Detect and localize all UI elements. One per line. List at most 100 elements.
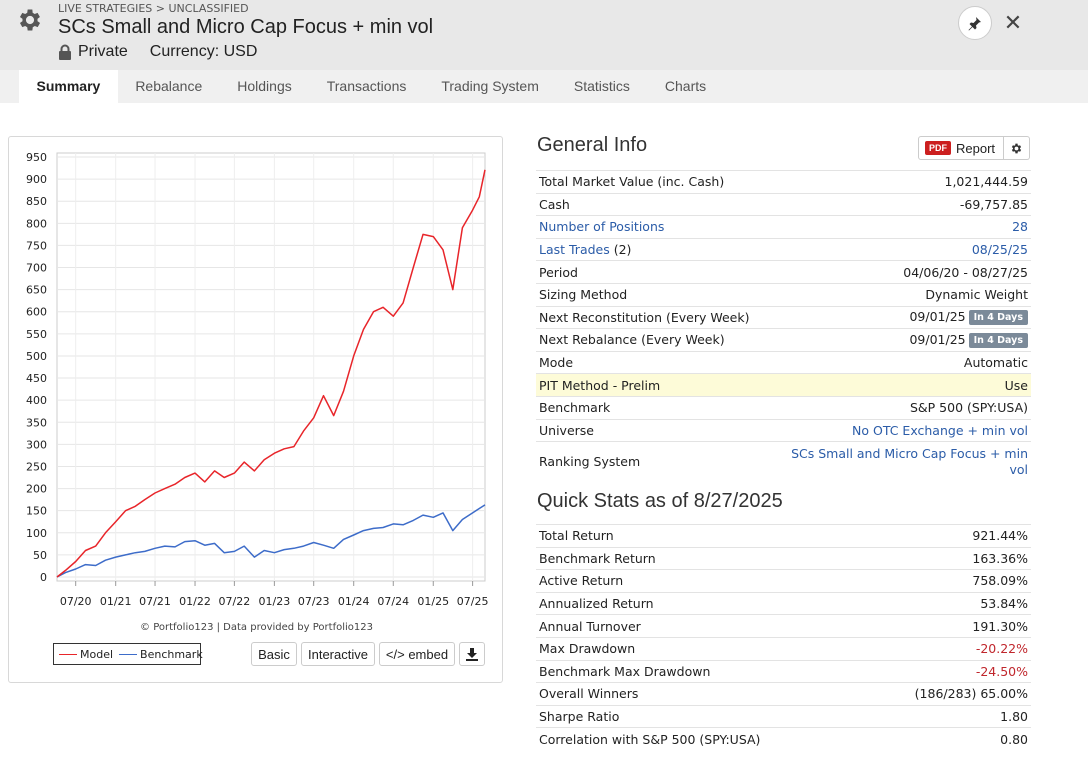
series-line-benchmark[interactable] bbox=[56, 504, 486, 578]
header: LIVE STRATEGIES > UNCLASSIFIED SCs Small… bbox=[0, 0, 1088, 70]
download-button[interactable] bbox=[459, 642, 485, 666]
tab-summary[interactable]: Summary bbox=[19, 70, 118, 103]
positions-count-link[interactable]: 28 bbox=[1012, 219, 1028, 235]
y-tick-label: 950 bbox=[26, 151, 47, 164]
gear-icon[interactable] bbox=[16, 6, 44, 34]
tab-transactions[interactable]: Transactions bbox=[326, 78, 407, 94]
plot-area bbox=[56, 152, 486, 582]
table-row: Total Market Value (inc. Cash) 1,021,444… bbox=[536, 170, 1031, 194]
x-tick-label: 01/22 bbox=[179, 595, 211, 608]
y-tick-label: 650 bbox=[26, 284, 47, 297]
last-trades-link[interactable]: Last Trades bbox=[539, 242, 610, 258]
series-line-model[interactable] bbox=[56, 169, 486, 578]
benchmark-max-drawdown-value: -24.50% bbox=[860, 659, 1031, 683]
universe-link[interactable]: No OTC Exchange + min vol bbox=[852, 422, 1028, 438]
total-return-value: 921.44% bbox=[860, 524, 1031, 548]
interactive-chart-button[interactable]: Interactive bbox=[301, 642, 375, 666]
table-row: Period 04/06/20 - 08/27/25 bbox=[536, 260, 1031, 284]
table-row: Last Trades (2) 08/25/25 bbox=[536, 237, 1031, 261]
y-tick-label: 400 bbox=[26, 394, 47, 407]
y-tick-label: 500 bbox=[26, 350, 47, 363]
y-tick-label: 150 bbox=[26, 505, 47, 518]
table-row: Ranking System SCs Small and Micro Cap F… bbox=[536, 441, 1031, 482]
performance-chart[interactable]: 0 50 100 150 200 250 300 350 400 450 500 550 600 650 7… bbox=[9, 137, 504, 617]
tab-charts[interactable]: Charts bbox=[664, 78, 707, 94]
row-label: Benchmark Max Drawdown bbox=[536, 659, 861, 683]
chart-legend: Model Benchmark bbox=[53, 643, 203, 665]
x-tick-label: 07/23 bbox=[298, 595, 330, 608]
table-row: Sizing Method Dynamic Weight bbox=[536, 282, 1031, 307]
table-row: Annual Turnover 191.30% bbox=[536, 614, 1031, 638]
x-tick-label: 01/25 bbox=[417, 595, 449, 608]
currency-label: Currency: USD bbox=[149, 43, 258, 60]
next-reconstitution-date: 09/01/25 bbox=[909, 309, 966, 325]
download-icon bbox=[466, 648, 478, 661]
quick-stats-title: Quick Stats as of 8/27/2025 bbox=[537, 490, 783, 512]
row-label: Mode bbox=[536, 350, 768, 374]
y-tick-label: 550 bbox=[26, 328, 47, 341]
visibility-label: Private bbox=[78, 43, 128, 60]
legend-label-benchmark: Benchmark bbox=[140, 647, 203, 661]
breadcrumb[interactable]: LIVE STRATEGIES > UNCLASSIFIED bbox=[58, 2, 249, 15]
row-label: Benchmark bbox=[536, 395, 768, 420]
pit-method-value: Use bbox=[767, 373, 1031, 397]
basic-chart-button[interactable]: Basic bbox=[251, 642, 297, 666]
row-label: Next Reconstitution (Every Week) bbox=[536, 305, 768, 329]
ranking-system-link[interactable]: SCs Small and Micro Cap Focus + min vol bbox=[791, 445, 1028, 477]
tab-rebalance[interactable]: Rebalance bbox=[135, 78, 203, 94]
x-tick-label: 07/21 bbox=[139, 595, 171, 608]
overall-winners-value: (186/283) 65.00% bbox=[860, 682, 1031, 706]
tab-trading-system[interactable]: Trading System bbox=[441, 78, 539, 94]
y-tick-label: 200 bbox=[26, 483, 47, 496]
table-row: Correlation with S&P 500 (SPY:USA) 0.80 bbox=[536, 727, 1031, 751]
table-row: Max Drawdown -20.22% bbox=[536, 636, 1031, 661]
row-label: Sharpe Ratio bbox=[536, 704, 861, 728]
gear-icon bbox=[1011, 143, 1022, 153]
y-tick-label: 700 bbox=[26, 262, 47, 275]
report-button[interactable]: PDF Report bbox=[918, 136, 1004, 160]
table-row: PIT Method - Prelim Use bbox=[536, 373, 1031, 397]
table-row: Next Rebalance (Every Week) 09/01/25 In 4… bbox=[536, 328, 1031, 352]
table-row: Benchmark Return 163.36% bbox=[536, 546, 1031, 570]
annualized-return-value: 53.84% bbox=[860, 591, 1031, 615]
x-tick-label: 01/24 bbox=[338, 595, 370, 608]
legend-item-benchmark[interactable]: Benchmark bbox=[119, 648, 203, 661]
pdf-badge: PDF bbox=[925, 141, 951, 155]
last-trade-date-link[interactable]: 08/25/25 bbox=[971, 242, 1028, 258]
general-info-title: General Info bbox=[537, 134, 648, 156]
strategy-meta: Private Currency: USD bbox=[58, 43, 257, 61]
y-tick-label: 350 bbox=[26, 416, 47, 429]
pin-icon bbox=[968, 17, 981, 31]
table-row: Benchmark Max Drawdown -24.50% bbox=[536, 659, 1031, 683]
tab-holdings[interactable]: Holdings bbox=[237, 78, 292, 94]
row-label: Max Drawdown bbox=[536, 636, 861, 661]
pin-button[interactable] bbox=[958, 6, 992, 40]
active-return-value: 758.09% bbox=[860, 569, 1031, 593]
close-button[interactable]: ✕ bbox=[1003, 10, 1023, 36]
table-row: Total Return 921.44% bbox=[536, 524, 1031, 548]
cash-value: -69,757.85 bbox=[767, 192, 1031, 216]
row-label: Cash bbox=[536, 192, 768, 216]
period-value: 04/06/20 - 08/27/25 bbox=[767, 260, 1031, 284]
row-label: Next Rebalance (Every Week) bbox=[536, 328, 768, 352]
y-tick-label: 800 bbox=[26, 217, 47, 230]
tab-statistics[interactable]: Statistics bbox=[573, 78, 630, 94]
embed-button[interactable]: </> embed bbox=[379, 642, 455, 666]
next-rebalance-date: 09/01/25 bbox=[909, 331, 966, 347]
row-label: Ranking System bbox=[536, 441, 768, 482]
row-label: Total Return bbox=[536, 524, 861, 548]
legend-label-model: Model bbox=[80, 647, 114, 661]
table-row: Number of Positions 28 bbox=[536, 215, 1031, 239]
table-row: Universe No OTC Exchange + min vol bbox=[536, 418, 1031, 442]
legend-item-model[interactable]: Model bbox=[59, 648, 113, 661]
row-label: Annualized Return bbox=[536, 591, 861, 615]
row-label: Benchmark Return bbox=[536, 546, 861, 570]
report-settings-button[interactable] bbox=[1004, 136, 1030, 160]
page-title: SCs Small and Micro Cap Focus + min vol bbox=[58, 16, 434, 38]
chart-credit: © Portfolio123 | Data provided by Portfo… bbox=[140, 622, 373, 633]
quick-stats-table: Total Return 921.44% Benchmark Return 163.… bbox=[536, 524, 1031, 751]
y-tick-label: 900 bbox=[26, 173, 47, 186]
table-row: Overall Winners (186/283) 65.00% bbox=[536, 682, 1031, 706]
number-of-positions-link[interactable]: Number of Positions bbox=[539, 219, 665, 235]
max-drawdown-value: -20.22% bbox=[860, 636, 1031, 661]
